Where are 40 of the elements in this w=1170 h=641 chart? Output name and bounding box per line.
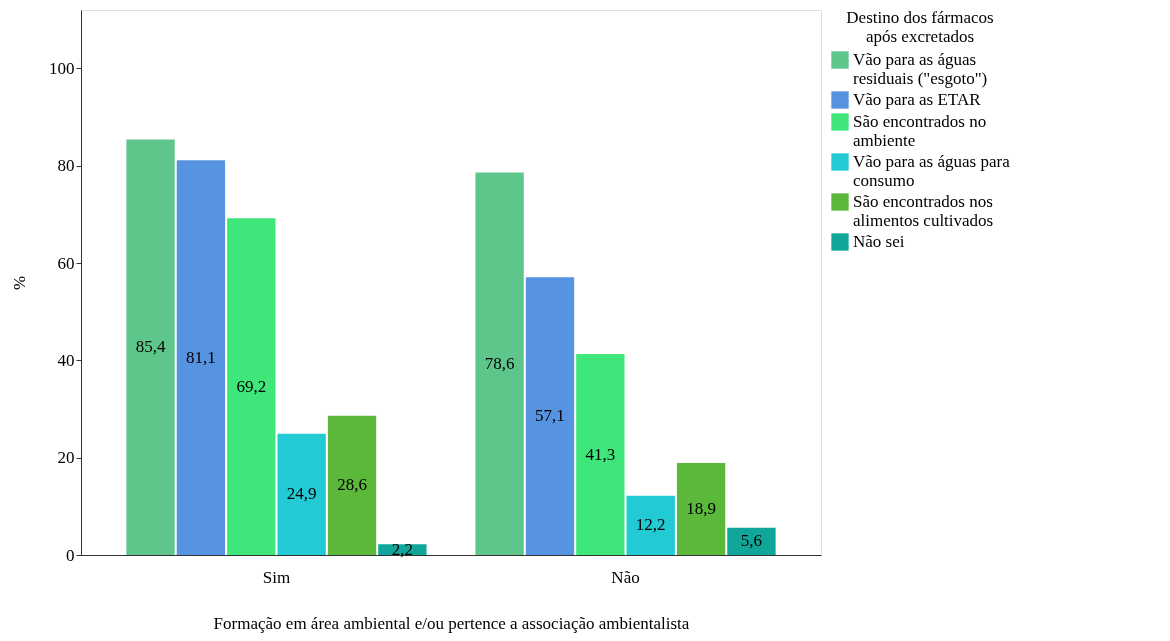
legend-label: Não sei [853, 232, 905, 251]
legend-title: Destino dos fármacos após excretados [846, 8, 994, 46]
bar [676, 463, 726, 555]
data-label: 81,1 [186, 347, 216, 367]
y-tick-label: 40 [57, 350, 75, 370]
bar [227, 218, 276, 555]
y-tick-label: 80 [57, 156, 75, 176]
bar [176, 160, 226, 555]
legend-label: Vão para as águas para consumo [853, 152, 1011, 190]
data-label: 18,9 [686, 499, 716, 519]
x-axis-title: Formação em área ambiental e/ou pertence a associação ambientalista [213, 613, 690, 633]
data-label: 69,2 [236, 376, 267, 396]
data-label: 57,1 [535, 406, 565, 426]
bar [576, 354, 625, 555]
data-label: 41,3 [585, 444, 616, 464]
y-tick-label: 60 [57, 253, 75, 273]
bar [277, 433, 326, 555]
data-label: 28,6 [337, 475, 367, 495]
y-axis-title: % [10, 275, 29, 291]
data-label: 78,6 [484, 353, 515, 373]
bar [727, 527, 776, 555]
data-label: 5,6 [740, 531, 763, 551]
y-tick-label: 100 [49, 58, 75, 78]
data-label: 12,2 [635, 515, 666, 535]
y-tick-label: 0 [66, 545, 75, 565]
bar [126, 139, 175, 555]
bar [525, 277, 575, 555]
legend-label: Vão para as ETAR [853, 90, 982, 109]
legend-label: São encontrados nos alimentos cultivados [853, 192, 994, 230]
x-tick-label: Sim [262, 567, 291, 587]
bar [626, 495, 675, 555]
bar [475, 172, 524, 555]
bar [327, 415, 377, 555]
data-label: 2,2 [391, 539, 414, 559]
legend-label: São encontrados no ambiente [853, 112, 987, 150]
data-label: 85,4 [135, 337, 166, 357]
x-tick-label: Não [611, 567, 640, 587]
y-tick-label: 20 [57, 448, 75, 468]
data-label: 24,9 [286, 484, 317, 504]
legend-label: Vão para as águas residuais ("esgoto") [853, 50, 988, 88]
